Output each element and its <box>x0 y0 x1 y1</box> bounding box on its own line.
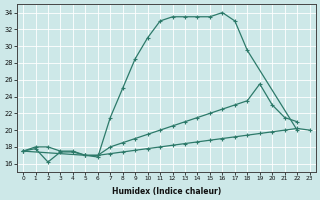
X-axis label: Humidex (Indice chaleur): Humidex (Indice chaleur) <box>112 187 221 196</box>
